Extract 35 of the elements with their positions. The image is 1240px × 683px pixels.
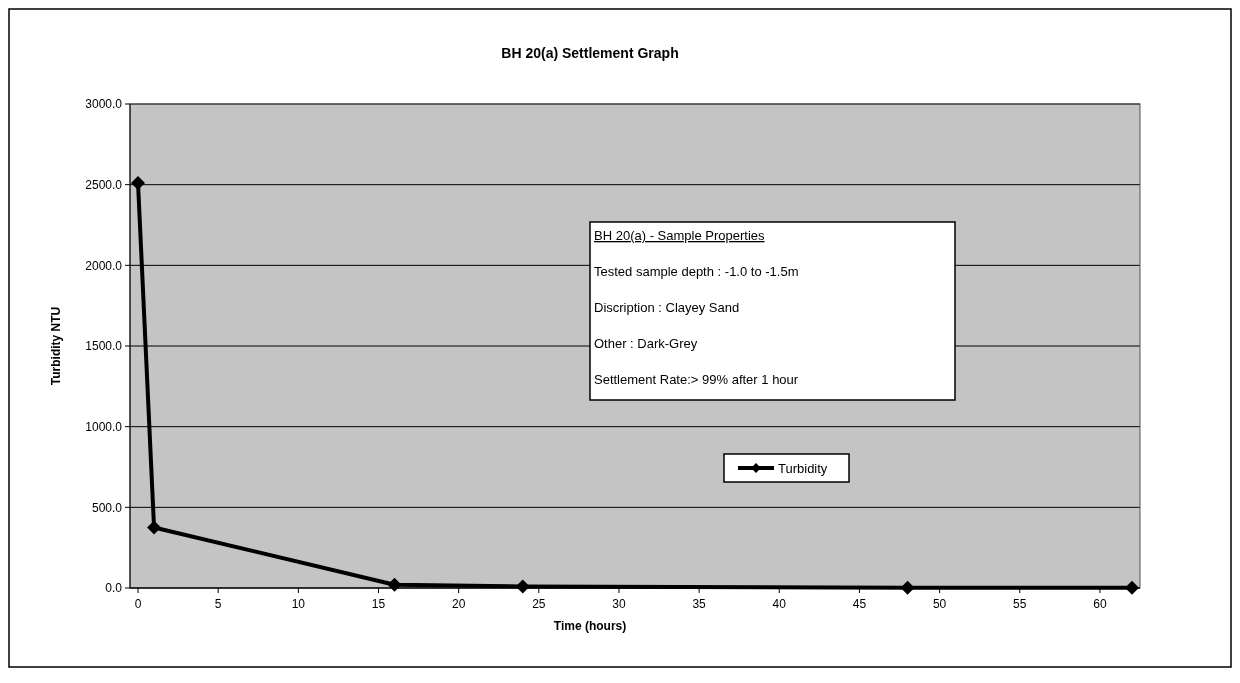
x-tick-label: 30 — [612, 597, 626, 611]
annotation: Discription : Clayey Sand — [594, 300, 740, 315]
x-tick-label: 15 — [371, 597, 386, 611]
y-axis-title: Turbidity NTU — [49, 306, 63, 386]
y-tick-label: 2000.0 — [85, 258, 123, 273]
x-tick-label: 5 — [214, 597, 222, 611]
y-tick-label: 0.0 — [105, 581, 123, 596]
point — [515, 579, 530, 594]
point — [131, 176, 146, 191]
point — [1124, 580, 1139, 595]
annotation: Settlement Rate:> 99% after 1 hour — [594, 372, 799, 387]
chart-title: BH 20(a) Settlement Graph — [501, 45, 679, 61]
annotation: Tested sample depth : -1.0 to -1.5m — [594, 264, 799, 279]
y-tick-label: 1500.0 — [85, 339, 123, 354]
x-tick-label: 10 — [291, 597, 306, 611]
x-tick-label: 0 — [134, 597, 142, 611]
legend-label: Turbidity — [778, 460, 828, 476]
x-tick-label: 50 — [932, 597, 947, 611]
y-tick-label: 500.0 — [91, 500, 123, 515]
y-tick-label: 3000.0 — [85, 97, 123, 112]
x-tick-label: 45 — [852, 597, 867, 611]
x-tick-label: 35 — [692, 597, 707, 611]
point — [147, 520, 162, 535]
x-tick-label: 20 — [451, 597, 466, 611]
point — [387, 577, 402, 592]
point — [900, 580, 915, 595]
y-tick-label: 1000.0 — [85, 419, 123, 434]
x-tick-label: 40 — [772, 597, 787, 611]
x-tick-label: 25 — [532, 597, 546, 611]
x-tick-label: 55 — [1013, 597, 1027, 611]
y-tick-label: 2500.0 — [85, 177, 123, 192]
x-axis-title: Time (hours) — [553, 619, 627, 633]
x-tick-label: 60 — [1093, 597, 1107, 611]
annotation: BH 20(a) - Sample Properties — [594, 228, 766, 243]
annotation: Other : Dark-Grey — [594, 336, 698, 351]
